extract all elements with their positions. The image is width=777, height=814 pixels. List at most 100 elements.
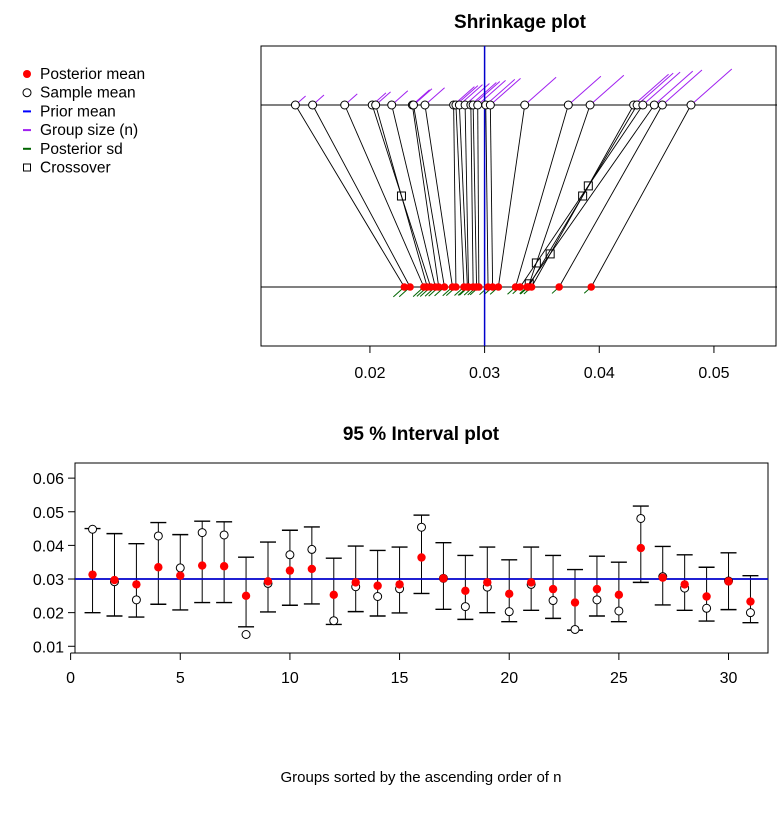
sample-mean-point bbox=[686, 100, 696, 110]
interval-posterior-mean-point bbox=[219, 562, 229, 571]
shrinkage-line bbox=[558, 104, 663, 288]
shrinkage-line bbox=[515, 104, 569, 288]
interval-posterior-mean-point bbox=[505, 589, 514, 599]
shrinkage-line bbox=[477, 104, 480, 288]
shrinkage-plot-title: Shrinkage plot bbox=[454, 12, 587, 33]
interval-y-tick-label: 0.02 bbox=[33, 606, 64, 623]
interval-posterior-mean-point bbox=[110, 575, 119, 585]
shrinkage-line bbox=[458, 104, 468, 288]
legend-label: Crossover bbox=[40, 160, 111, 177]
shrinkage-x-tick-label: 0.03 bbox=[469, 365, 500, 382]
interval-posterior-mean-point bbox=[548, 584, 558, 594]
interval-posterior-mean-point bbox=[658, 573, 667, 582]
interval-plot: 0 5 10 15 20 25 30 0.01 0.02 0.03 0.04 0.05 0.06 bbox=[33, 462, 769, 687]
shrinkage-line bbox=[312, 104, 411, 288]
interval-posterior-mean-point bbox=[176, 571, 185, 580]
sample-mean-point bbox=[485, 100, 495, 110]
group-size-indicator bbox=[490, 77, 521, 106]
shrinkage-line bbox=[295, 104, 405, 288]
interval-posterior-mean-point bbox=[307, 564, 317, 574]
interval-sample-mean-point bbox=[219, 530, 229, 540]
shrinkage-line bbox=[489, 104, 494, 288]
legend-label: Posterior mean bbox=[40, 66, 145, 83]
interval-posterior-mean-point bbox=[263, 577, 273, 586]
shrinkage-line bbox=[464, 104, 469, 288]
legend-crossover-marker bbox=[23, 163, 31, 172]
sample-mean-point bbox=[563, 100, 573, 110]
interval-sample-mean-point bbox=[636, 513, 646, 523]
interval-posterior-mean-point bbox=[461, 586, 470, 595]
shrinkage-line bbox=[472, 104, 478, 288]
group-size-indicator bbox=[653, 70, 694, 106]
interval-sample-mean-point bbox=[570, 624, 580, 634]
interval-posterior-mean-point bbox=[483, 578, 492, 587]
interval-posterior-mean-point bbox=[570, 598, 580, 607]
interval-posterior-mean-point bbox=[88, 570, 97, 579]
shrinkage-plot: 0.02 0.03 0.04 0.05 bbox=[260, 45, 777, 382]
shrinkage-line bbox=[455, 104, 465, 288]
legend-sample-mean-marker bbox=[22, 88, 32, 98]
interval-posterior-mean-point bbox=[592, 584, 602, 594]
group-size-indicator bbox=[633, 73, 669, 106]
interval-posterior-mean-point bbox=[417, 553, 426, 562]
interval-sample-mean-point bbox=[307, 544, 317, 554]
posterior-mean-point bbox=[440, 283, 449, 291]
interval-sample-mean-point bbox=[153, 531, 163, 541]
posterior-mean-point bbox=[488, 283, 497, 291]
legend-label: Sample mean bbox=[40, 85, 136, 102]
legend-label: Posterior sd bbox=[40, 141, 123, 158]
shrinkage-line bbox=[526, 104, 655, 288]
group-size-indicator bbox=[589, 74, 625, 106]
shrinkage-line bbox=[527, 104, 591, 288]
interval-posterior-mean-point bbox=[724, 577, 733, 586]
group-size-indicator bbox=[524, 76, 557, 106]
interval-posterior-mean-point bbox=[373, 581, 382, 590]
interval-posterior-mean-point bbox=[329, 590, 338, 600]
posterior-mean-point bbox=[475, 283, 483, 291]
interval-sample-mean-point bbox=[175, 563, 185, 573]
interval-sample-mean-point bbox=[702, 603, 712, 613]
sample-mean-point bbox=[585, 100, 595, 110]
crossover-marker bbox=[396, 191, 406, 201]
crossover-marker bbox=[578, 191, 588, 201]
sample-mean-point bbox=[638, 100, 648, 110]
interval-posterior-mean-point bbox=[197, 561, 207, 570]
shrinkage-x-tick-label: 0.05 bbox=[698, 365, 729, 382]
interval-posterior-mean-point bbox=[702, 592, 711, 601]
interval-y-tick-label: 0.06 bbox=[33, 471, 64, 488]
sample-mean-point bbox=[340, 100, 350, 110]
interval-sample-mean-point bbox=[285, 550, 295, 560]
crossover-marker bbox=[583, 181, 593, 191]
interval-sample-mean-point bbox=[329, 616, 339, 626]
group-size-indicator bbox=[636, 72, 674, 106]
posterior-mean-point bbox=[516, 283, 524, 291]
sample-mean-point bbox=[371, 100, 381, 110]
interval-sample-mean-point bbox=[745, 608, 755, 618]
interval-posterior-mean-point bbox=[285, 566, 295, 575]
interval-x-tick-label: 30 bbox=[720, 670, 738, 687]
sample-mean-point bbox=[409, 100, 419, 110]
interval-sample-mean-point bbox=[131, 595, 141, 605]
group-size-indicator bbox=[642, 71, 681, 106]
interval-plot-title: 95 % Interval plot bbox=[343, 424, 500, 445]
sample-mean-point bbox=[473, 100, 483, 110]
crossover-marker bbox=[545, 249, 555, 259]
shrinkage-line bbox=[497, 104, 526, 288]
posterior-mean-point bbox=[555, 283, 563, 291]
interval-posterior-mean-point bbox=[636, 543, 646, 553]
interval-posterior-mean-point bbox=[614, 590, 624, 600]
posterior-mean-point bbox=[494, 283, 503, 291]
interval-sample-mean-point bbox=[417, 522, 426, 532]
interval-x-tick-label: 5 bbox=[176, 670, 185, 687]
sample-mean-point bbox=[649, 100, 659, 110]
group-size-indicator bbox=[477, 80, 506, 106]
interval-sample-mean-point bbox=[88, 524, 98, 534]
interval-y-tick-label: 0.03 bbox=[33, 572, 64, 589]
group-size-indicator bbox=[567, 75, 602, 106]
interval-y-tick-label: 0.05 bbox=[33, 505, 64, 522]
posterior-mean-point bbox=[523, 283, 531, 291]
sample-mean-point bbox=[657, 100, 667, 110]
interval-sample-mean-point bbox=[548, 596, 558, 606]
